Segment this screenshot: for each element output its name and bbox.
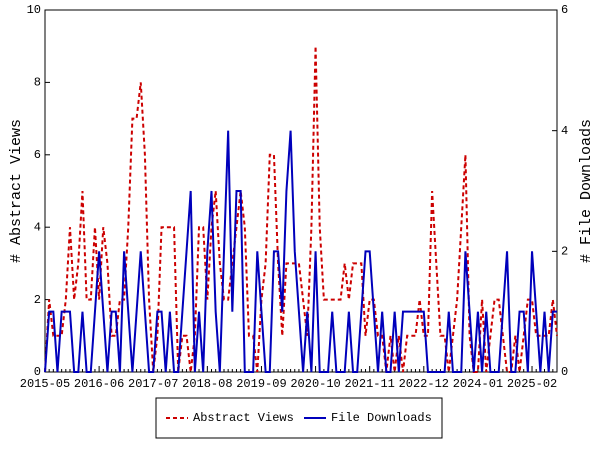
x-tick-label: 2022-12 [399, 377, 449, 391]
y-tick-label: 6 [34, 148, 41, 162]
x-tick-label: 2024-01 [453, 377, 503, 391]
y2-tick-label: 4 [561, 124, 568, 138]
y-tick-label: 10 [27, 3, 41, 17]
plot-frame [44, 9, 558, 373]
x-tick-label: 2016-06 [74, 377, 124, 391]
legend-label: Abstract Views [193, 411, 294, 425]
y2-tick-label: 6 [561, 3, 568, 17]
x-tick-label: 2017-07 [128, 377, 178, 391]
x-tick-label: 2018-08 [182, 377, 232, 391]
y-axis-label: # Abstract Views [8, 119, 25, 263]
x-tick-label: 2021-11 [344, 377, 394, 391]
y-tick-label: 8 [34, 76, 41, 90]
legend-box [155, 397, 443, 439]
legend-label: File Downloads [331, 411, 432, 425]
y2-tick-label: 2 [561, 245, 568, 259]
x-tick-label: 2020-10 [290, 377, 340, 391]
y-tick-label: 0 [34, 365, 41, 379]
series-line [44, 130, 557, 373]
y-tick-label: 2 [34, 293, 41, 307]
y2-axis-label: # File Downloads [578, 119, 595, 263]
x-tick-label: 2025-02 [507, 377, 557, 391]
x-tick-label: 2019-09 [236, 377, 286, 391]
y2-tick-label: 0 [561, 365, 568, 379]
y-tick-label: 4 [34, 220, 41, 234]
x-tick-label: 2015-05 [20, 377, 70, 391]
